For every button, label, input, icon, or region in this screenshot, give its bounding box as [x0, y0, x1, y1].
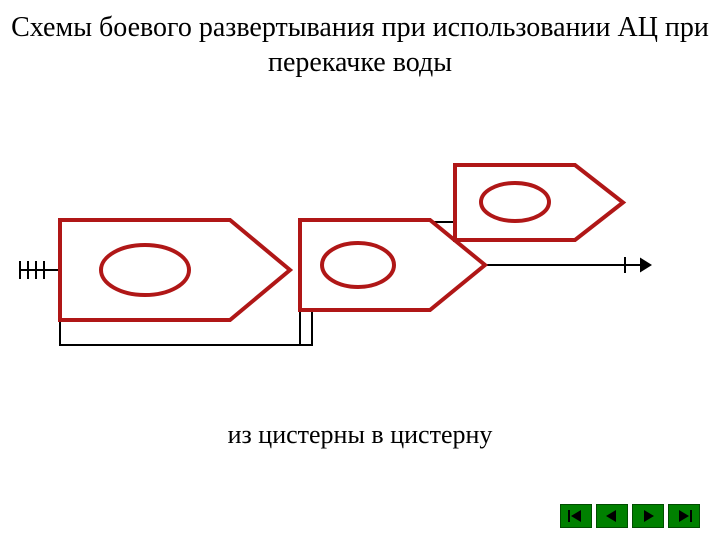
- nav-controls: [560, 504, 700, 528]
- nav-last[interactable]: [668, 504, 700, 528]
- nav-prev[interactable]: [596, 504, 628, 528]
- nav-next[interactable]: [632, 504, 664, 528]
- diagram-caption: из цистерны в цистерну: [0, 420, 720, 450]
- deployment-diagram: [0, 0, 720, 540]
- tank-shape-1: [60, 220, 290, 320]
- tank-shape-3: [455, 165, 623, 240]
- nav-first[interactable]: [560, 504, 592, 528]
